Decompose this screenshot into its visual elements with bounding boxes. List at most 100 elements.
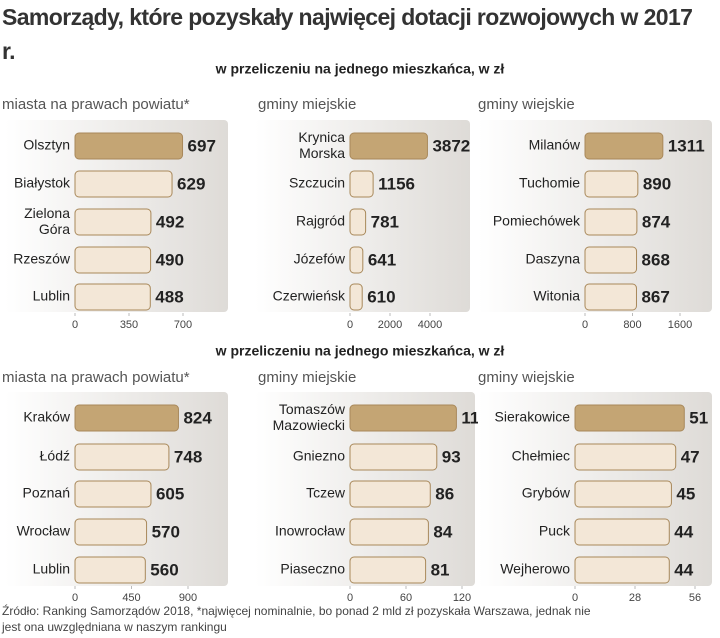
x-tick-label: 0	[582, 319, 588, 331]
panel-title: miasta na prawach powiatu*	[2, 369, 190, 386]
category-label-line: Góra	[39, 221, 70, 237]
bar	[349, 556, 427, 584]
value-label: 1156	[378, 174, 415, 193]
bar	[74, 246, 152, 274]
category-label-line: Tomaszów	[279, 401, 346, 417]
bar	[349, 246, 364, 274]
category-label: Wrocław	[17, 523, 71, 539]
category-label-line: Krynica	[298, 129, 345, 145]
bar	[74, 518, 148, 546]
category-label: Wejherowo	[500, 561, 570, 577]
value-label: 824	[183, 408, 212, 427]
value-label: 890	[643, 174, 671, 193]
bar	[74, 443, 170, 471]
value-label: 490	[156, 250, 184, 269]
value-label: 560	[150, 560, 178, 579]
bar	[574, 480, 672, 508]
value-label: 610	[367, 287, 395, 306]
category-label: Puck	[539, 523, 571, 539]
category-label: Zielona Góra	[24, 205, 70, 237]
bar	[584, 170, 639, 198]
title: Samorządy, które pozyskały najwięcej dot…	[2, 4, 693, 64]
source: Źródło: Ranking Samorządów 2018, *najwię…	[2, 604, 591, 634]
value-label: 44	[674, 522, 693, 541]
bar	[574, 556, 670, 584]
value-label: 605	[156, 484, 184, 503]
category-label: Józefów	[294, 251, 346, 267]
category-label: Tuchomie	[519, 175, 580, 191]
subtitle: w przeliczeniu na jednego mieszkańca, w …	[215, 61, 505, 77]
x-tick-label: 0	[72, 319, 78, 331]
value-label: 488	[155, 287, 183, 306]
bar	[349, 480, 431, 508]
category-label: Milanów	[529, 137, 581, 153]
value-label: 44	[674, 560, 693, 579]
category-label: Piaseczno	[280, 561, 345, 577]
bar	[584, 132, 664, 160]
category-label: Sierakowice	[495, 409, 571, 425]
category-label: Kraków	[23, 409, 71, 425]
x-tick-label: 900	[179, 592, 197, 604]
subtitle: w przeliczeniu na jednego mieszkańca, w …	[215, 343, 505, 359]
bar	[74, 132, 184, 160]
bar	[74, 480, 152, 508]
bar	[349, 404, 457, 432]
value-label: 874	[642, 212, 671, 231]
value-label: 45	[676, 484, 695, 503]
bar	[74, 170, 173, 198]
bar	[74, 208, 152, 236]
value-label: 867	[641, 287, 669, 306]
category-label: Olsztyn	[23, 137, 70, 153]
category-label: Poznań	[23, 485, 70, 501]
value-label: 748	[174, 447, 202, 466]
bar	[584, 208, 638, 236]
x-tick-label: 56	[689, 592, 701, 604]
category-label: Lublin	[33, 288, 70, 304]
bar	[349, 518, 429, 546]
bar	[574, 404, 685, 432]
x-tick-label: 800	[623, 319, 641, 331]
panel-title: gminy miejskie	[258, 369, 356, 386]
category-label: Czerwieńsk	[273, 288, 346, 304]
bar	[584, 283, 637, 311]
bar	[74, 404, 179, 432]
value-label: 629	[177, 174, 205, 193]
x-tick-label: 60	[400, 592, 412, 604]
category-label: Grybów	[522, 485, 571, 501]
x-tick-label: 450	[122, 592, 140, 604]
bar	[349, 170, 374, 198]
x-tick-label: 0	[572, 592, 578, 604]
value-label: 1311	[668, 136, 705, 155]
bar	[349, 283, 363, 311]
category-label: Chełmiec	[512, 448, 570, 464]
x-tick-label: 0	[347, 319, 353, 331]
panel-title: gminy wiejskie	[478, 96, 575, 113]
x-tick-label: 120	[453, 592, 471, 604]
category-label: Daszyna	[526, 251, 581, 267]
value-label: 492	[156, 212, 184, 231]
bar	[574, 518, 670, 546]
bar	[74, 556, 146, 584]
category-label: Inowrocław	[275, 523, 346, 539]
category-label: Gniezno	[293, 448, 345, 464]
category-label-line: Mazowiecki	[273, 417, 345, 433]
x-tick-label: 28	[629, 592, 641, 604]
category-label: Krynica Morska	[298, 129, 345, 161]
category-label: Tczew	[306, 485, 346, 501]
value-label: 93	[442, 447, 461, 466]
category-label: Tomaszów Mazowiecki	[273, 401, 346, 433]
category-label: Rzeszów	[13, 251, 71, 267]
category-label: Szczucin	[289, 175, 345, 191]
bar	[74, 283, 151, 311]
x-tick-label: 0	[347, 592, 353, 604]
category-label: Łódź	[40, 448, 70, 464]
x-tick-label: 2000	[378, 319, 402, 331]
bar	[349, 132, 428, 160]
value-label: 781	[371, 212, 399, 231]
panel-title: gminy wiejskie	[478, 369, 575, 386]
value-label: 51	[689, 408, 708, 427]
panel-title: miasta na prawach powiatu*	[2, 96, 190, 113]
x-tick-label: 4000	[418, 319, 442, 331]
value-label: 697	[188, 136, 216, 155]
x-tick-label: 350	[120, 319, 138, 331]
